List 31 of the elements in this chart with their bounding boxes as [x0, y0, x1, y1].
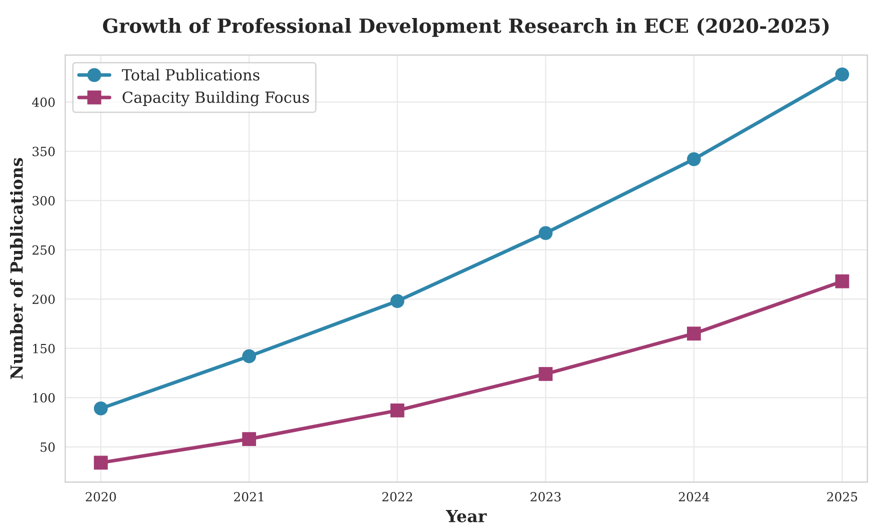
- chart-title: Growth of Professional Development Research in ECE (2020-2025): [103, 18, 829, 37]
- y-tick-label: 350: [32, 146, 55, 156]
- y-tick-label: 300: [32, 196, 55, 206]
- point: [390, 404, 404, 418]
- y-tick-label: 50: [40, 442, 55, 452]
- x-tick-label: 2024: [678, 492, 710, 502]
- point: [686, 152, 701, 166]
- point: [390, 294, 404, 308]
- x-tick-label: 2021: [234, 492, 264, 502]
- point: [538, 226, 553, 240]
- x-tick-label: 2023: [530, 492, 561, 502]
- y-axis-title: Number of Publications: [10, 158, 23, 380]
- point: [835, 274, 850, 288]
- x-tick-label: 2020: [86, 492, 116, 502]
- legend-label: Capacity Building Focus: [122, 91, 309, 106]
- point: [94, 456, 108, 470]
- x-tick-label: 2022: [382, 492, 412, 502]
- y-tick-label: 400: [32, 97, 55, 107]
- y-tick-label: 200: [32, 294, 55, 304]
- point: [242, 349, 256, 364]
- point: [538, 367, 553, 381]
- legend-label: Total Publications: [122, 68, 260, 81]
- point: [94, 402, 108, 416]
- y-tick-label: 150: [33, 344, 55, 354]
- point: [686, 326, 701, 341]
- point: [242, 432, 256, 446]
- point: [835, 67, 850, 82]
- x-tick-label: 2025: [827, 492, 858, 502]
- y-tick-label: 250: [32, 245, 55, 255]
- x-axis-title: Year: [446, 510, 487, 522]
- y-tick-label: 100: [33, 393, 55, 403]
